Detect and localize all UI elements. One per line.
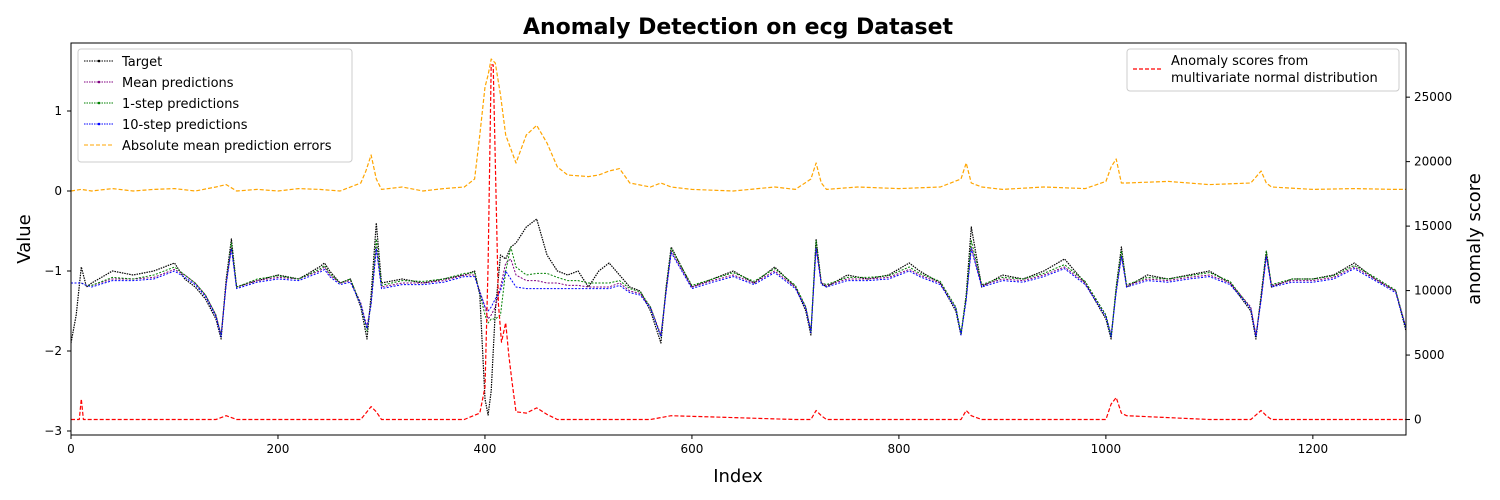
legend-main-label-0: Target [121,55,162,70]
left-y-tick-label-3: −2 [44,344,62,358]
right-y-tick-label-0: 0 [1414,413,1422,427]
legend-anomaly-box [1126,48,1400,92]
left-y-tick-label-0: 1 [54,104,62,118]
series-line-4 [71,58,1406,192]
legend-main-marker-1 [97,80,101,84]
x-tick-label-6: 1200 [1298,442,1329,456]
series-line-5 [71,64,1406,421]
legend-main-label-4: Absolute mean prediction errors [122,139,332,154]
x-tick-label-0: 0 [67,442,75,456]
left-y-tick-label-1: 0 [54,184,62,198]
legend-main-label-1: Mean predictions [122,76,234,91]
right-y-tick-label-4: 20000 [1414,155,1452,169]
legend-main-label-2: 1-step predictions [122,97,239,112]
x-tick-label-1: 200 [267,442,290,456]
x-tick-label-2: 400 [474,442,497,456]
x-tick-label-4: 800 [887,442,910,456]
legend-main-marker-2 [97,101,101,105]
x-tick-label-5: 1000 [1091,442,1122,456]
right-y-tick-label-3: 15000 [1414,219,1452,233]
legend-main-label-3: 10-step predictions [122,118,248,133]
legend-anomaly-label-line-1: multivariate normal distribution [1171,71,1378,86]
right-y-tick-label-2: 10000 [1414,284,1452,298]
legend-main-marker-0 [97,59,101,63]
legend-main-marker-3 [97,122,101,126]
right-y-axis-title: anomaly score [1464,173,1485,305]
left-y-tick-label-2: −1 [44,264,62,278]
series-line-0 [71,218,1406,416]
left-y-tick-label-4: −3 [44,424,62,438]
series-group [71,58,1406,421]
legend-anomaly-label-line-0: Anomaly scores from [1171,54,1308,69]
x-tick-label-3: 600 [680,442,703,456]
legend-main: Target Mean predictions 1-step predictions… [77,48,353,163]
series-line-2 [71,238,1406,338]
legend-main-box [77,48,353,163]
chart-title: Anomaly Detection on ecg Dataset [523,15,954,40]
axes: 0 200 400 600 800 1000 1200 1 0 −1 −2 −3 0 5000 10000 1… [44,42,1452,456]
plot-area [71,58,1406,421]
right-y-tick-label-5: 25000 [1414,90,1452,104]
series-line-3 [71,248,1406,338]
legend-anomaly: Anomaly scores from multivariate normal d… [1126,48,1400,92]
plot-frame [70,42,1407,436]
x-axis-title: Index [713,466,763,487]
left-y-axis-title: Value [14,214,35,263]
right-y-tick-label-1: 5000 [1414,348,1445,362]
series-line-1 [71,246,1406,336]
